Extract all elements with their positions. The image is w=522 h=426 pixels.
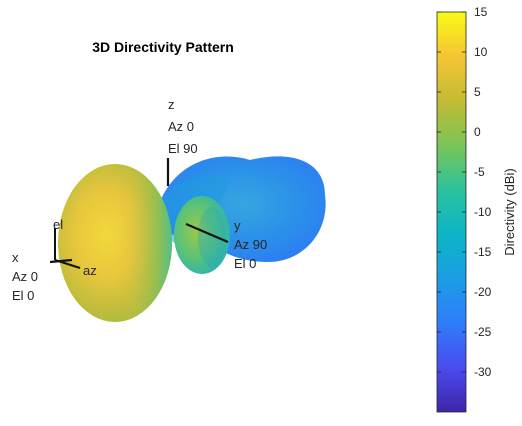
colorbar-tick-label: 0 (474, 125, 481, 139)
pattern-surface (58, 156, 326, 322)
z-axis-name: z (168, 97, 175, 112)
local-triad (54, 228, 81, 269)
local-az-line (54, 259, 81, 269)
colorbar-tick-label: -20 (474, 285, 492, 299)
y-axis-az: Az 90 (234, 237, 267, 252)
x-axis-name: x (12, 250, 19, 265)
y-axis-name: y (234, 218, 241, 233)
colorbar: 15 10 5 0 -5 -10 -15 -20 -25 -30 Directivity (dBi… (436, 5, 517, 413)
colorbar-gradient-bar (436, 11, 467, 413)
colorbar-ticks: 15 10 5 0 -5 -10 -15 -20 -25 -30 (437, 5, 492, 379)
colorbar-tick-label: -25 (474, 325, 492, 339)
z-axis-az: Az 0 (168, 119, 194, 134)
pattern-lobe-side (174, 196, 230, 274)
colorbar-tick-label: -10 (474, 205, 492, 219)
chart-title: 3D Directivity Pattern (92, 39, 234, 55)
x-axis-az: Az 0 (12, 269, 38, 284)
colorbar-tick-label: -5 (474, 165, 485, 179)
colorbar-tick-label: 10 (474, 45, 488, 59)
z-axis-el: El 90 (168, 141, 198, 156)
y-axis-el: El 0 (234, 256, 256, 271)
local-el-label: el (53, 217, 63, 232)
x-axis-el: El 0 (12, 288, 34, 303)
local-az-label: az (83, 263, 97, 278)
colorbar-tick-label: 15 (474, 5, 488, 19)
colorbar-tick-label: -30 (474, 365, 492, 379)
y-axis-line (185, 222, 229, 244)
colorbar-label: Directivity (dBi) (502, 168, 517, 255)
colorbar-tick-label: -15 (474, 245, 492, 259)
colorbar-tick-label: 5 (474, 85, 481, 99)
